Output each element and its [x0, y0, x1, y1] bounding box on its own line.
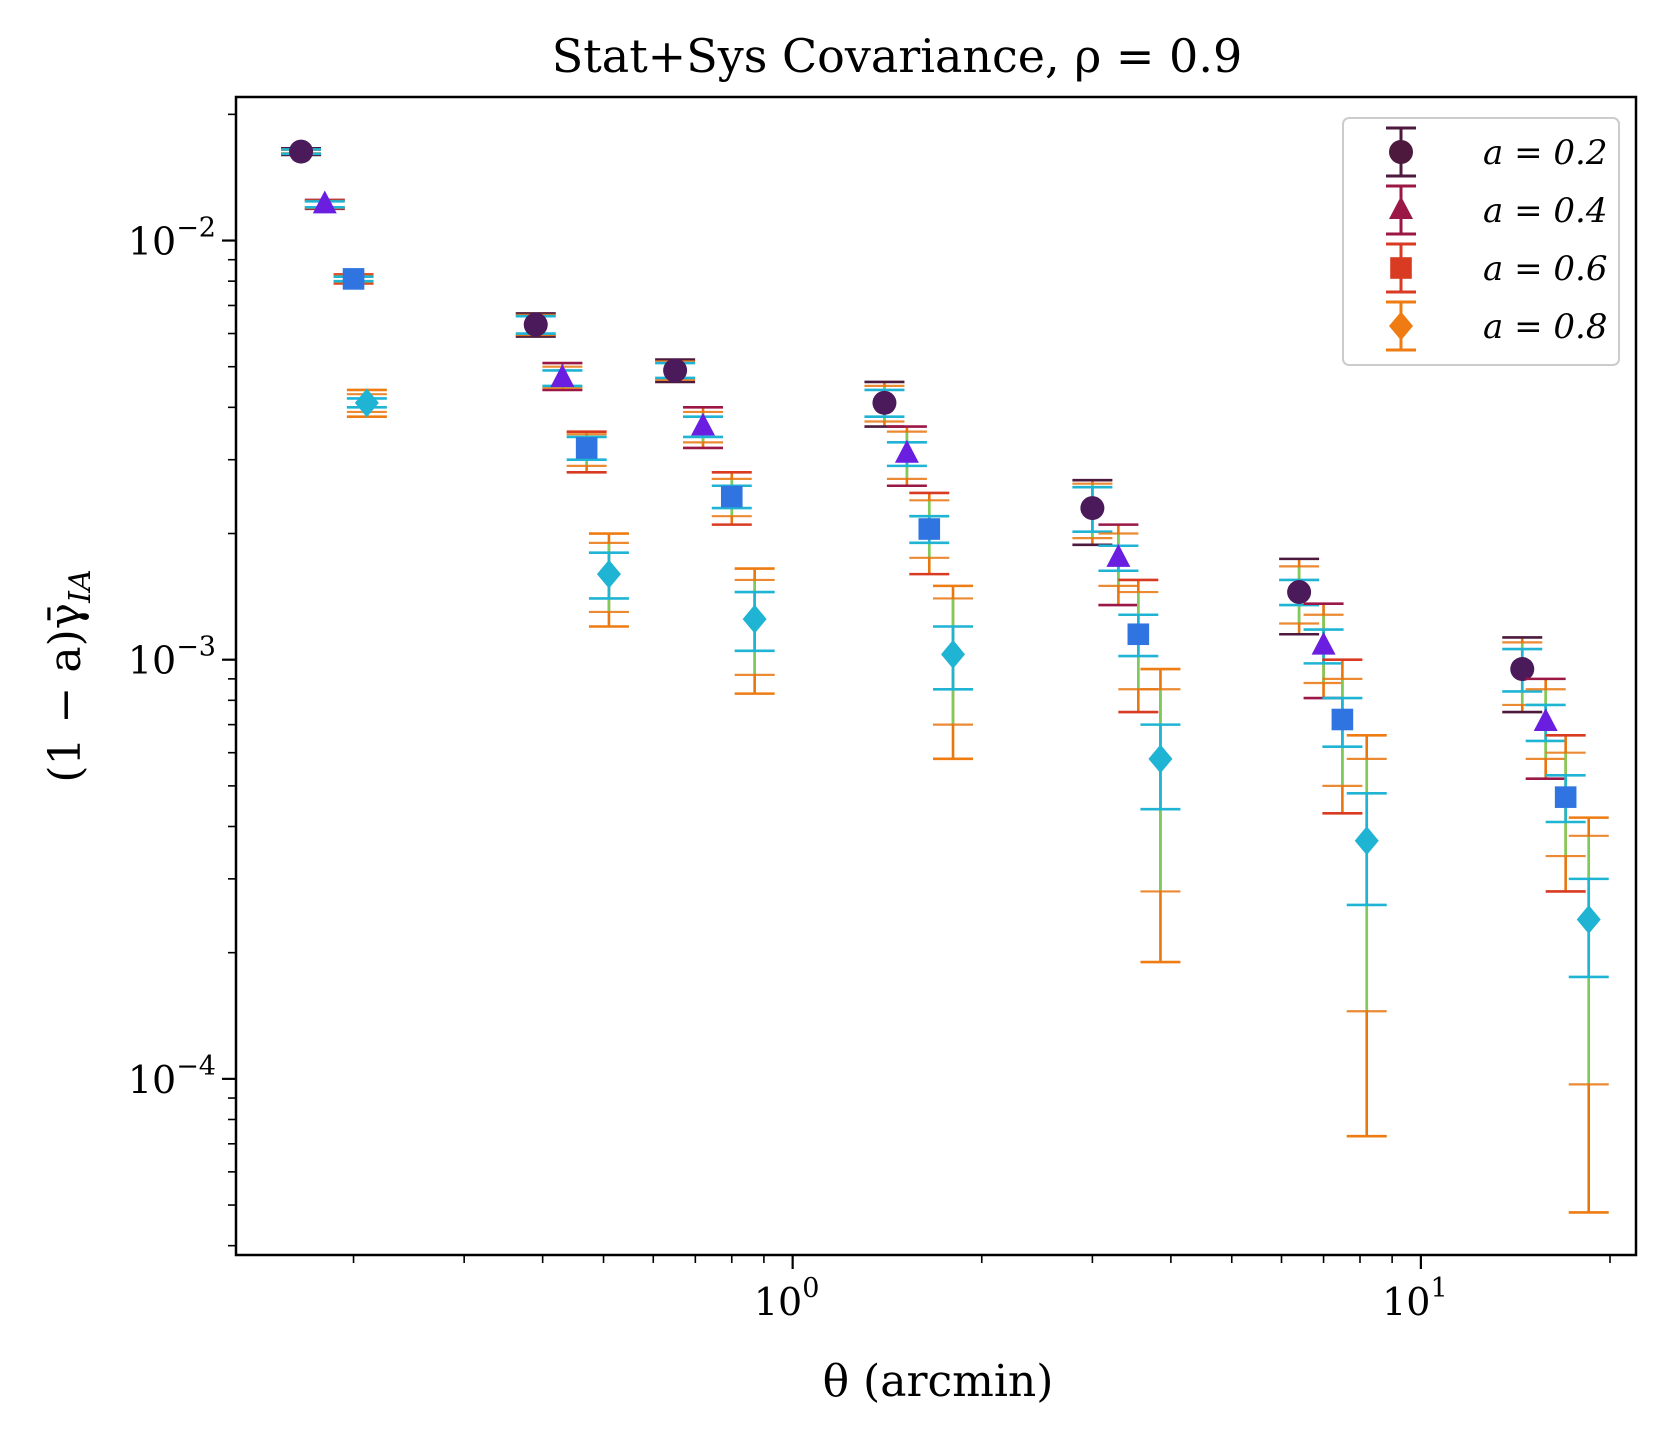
marker-square	[1554, 786, 1577, 808]
marker-circle	[523, 312, 548, 337]
data-point	[1140, 667, 1181, 964]
y-axis-label: (1 − a)γ̄IA	[40, 569, 98, 782]
y-tick-exponent: −2	[176, 213, 216, 244]
y-tick-label: 10−2	[128, 213, 216, 264]
data-point	[281, 139, 322, 164]
data-point	[1525, 677, 1566, 781]
marker-triangle	[550, 364, 575, 387]
legend-item: a = 0.8	[1386, 300, 1607, 352]
legend-marker	[1389, 140, 1413, 164]
marker-square	[342, 268, 365, 290]
x-tick-label: 101	[1382, 1273, 1448, 1324]
data-point	[1303, 602, 1344, 700]
data-point	[711, 470, 752, 526]
data-point	[542, 361, 583, 392]
y-tick-base: 10	[128, 639, 176, 683]
marker-diamond	[1576, 905, 1601, 934]
marker-triangle	[312, 190, 337, 214]
data-point	[346, 388, 387, 418]
legend-marker	[1389, 196, 1413, 219]
y-axis-label-main: (1 − a)γ̄	[40, 603, 91, 783]
data-point	[886, 425, 927, 488]
x-tick-base: 10	[754, 1280, 802, 1324]
marker-diamond	[1354, 826, 1379, 856]
y-tick-label: 10−3	[128, 632, 216, 683]
marker-triangle	[1106, 544, 1131, 567]
marker-diamond	[596, 559, 621, 589]
marker-triangle	[691, 412, 716, 436]
legend-item: a = 0.6	[1386, 242, 1607, 294]
data-point	[1322, 658, 1363, 815]
svg-text:(1 − a)γ̄IA: (1 − a)γ̄IA	[40, 569, 98, 782]
data-point	[333, 268, 374, 290]
y-axis-ticks: 10−210−310−4	[128, 113, 236, 1247]
data-point	[933, 584, 974, 761]
data-point	[1502, 636, 1543, 714]
data-point	[1118, 578, 1159, 714]
data-point	[566, 430, 607, 474]
series-diamond	[346, 388, 1609, 1214]
marker-square	[918, 518, 941, 540]
data-point	[1072, 478, 1113, 547]
x-tick-base: 10	[1382, 1280, 1430, 1324]
marker-circle	[1510, 657, 1535, 682]
legend-item: a = 0.4	[1386, 184, 1607, 236]
data-point	[1279, 557, 1320, 636]
x-tick-exponent: 0	[802, 1273, 819, 1304]
data-point	[304, 190, 345, 214]
legend-label: a = 0.4	[1483, 191, 1607, 231]
marker-diamond	[354, 388, 379, 418]
marker-square	[575, 437, 598, 459]
x-axis-label: θ (arcmin)	[823, 1356, 1054, 1407]
marker-triangle	[1533, 708, 1558, 732]
plot-marks	[281, 139, 1609, 1214]
marker-triangle	[1311, 631, 1336, 655]
plot-frame	[234, 95, 1638, 1257]
legend-marker	[1390, 257, 1412, 279]
marker-square	[1331, 708, 1354, 731]
data-point	[683, 406, 724, 450]
legend-marker	[1389, 311, 1413, 341]
y-tick-base: 10	[128, 220, 176, 264]
marker-triangle	[894, 439, 919, 463]
y-tick-label: 10−4	[128, 1051, 216, 1102]
legend-item: a = 0.2	[1386, 126, 1607, 178]
data-point	[655, 358, 696, 384]
x-tick-label: 100	[754, 1273, 820, 1324]
marker-diamond	[941, 639, 966, 669]
x-axis-ticks: 100 101	[352, 1255, 1611, 1324]
legend-label: a = 0.6	[1483, 249, 1607, 289]
legend-label: a = 0.8	[1483, 307, 1607, 347]
y-tick-base: 10	[128, 1058, 176, 1102]
y-tick-exponent: −3	[176, 632, 216, 663]
data-point	[734, 567, 775, 695]
data-point	[1545, 734, 1586, 893]
y-tick-exponent: −4	[176, 1051, 216, 1082]
marker-circle	[1080, 496, 1105, 521]
x-tick-exponent: 1	[1430, 1273, 1447, 1304]
data-point	[909, 491, 950, 576]
data-point	[588, 532, 629, 628]
chart-title: Stat+Sys Covariance, ρ = 0.9	[552, 29, 1242, 83]
marker-circle	[289, 139, 314, 164]
marker-diamond	[742, 604, 767, 634]
legend: a = 0.2 a = 0.4 a = 0.6 a = 0.8	[1342, 117, 1620, 366]
series-square	[333, 268, 1586, 893]
marker-square	[720, 485, 743, 508]
marker-diamond	[1148, 744, 1173, 774]
marker-circle	[872, 390, 897, 415]
y-axis-label-subscript: IA	[63, 569, 98, 604]
marker-square	[1127, 623, 1150, 646]
marker-circle	[663, 358, 688, 383]
data-point	[1346, 734, 1387, 1138]
data-point	[515, 312, 556, 338]
marker-circle	[1287, 580, 1312, 605]
data-point	[1568, 816, 1609, 1214]
series-triangle	[304, 190, 1566, 781]
legend-label: a = 0.2	[1483, 133, 1607, 173]
